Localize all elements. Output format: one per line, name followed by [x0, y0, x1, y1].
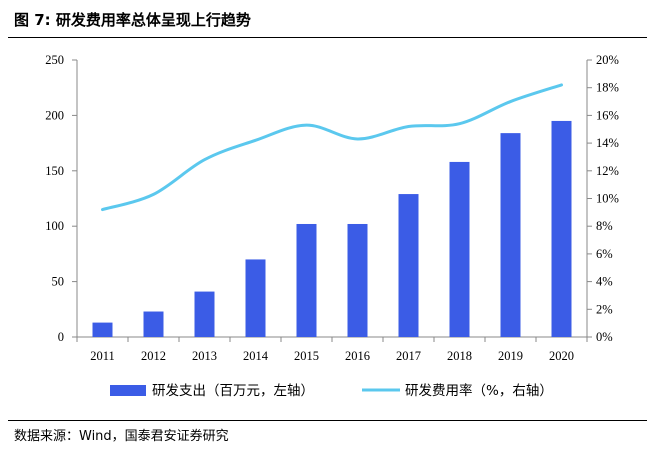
x-tick-label: 2011 — [90, 349, 115, 363]
bar-rd-expense — [245, 259, 266, 337]
right-tick-label: 6% — [596, 247, 613, 261]
left-tick-label: 250 — [45, 53, 64, 67]
axes-group: 0 50 100 150 200 250 0% 2% 4% 6% 8% 10% 12% 14% 16% 18%… — [45, 53, 619, 344]
left-tick-label: 50 — [52, 275, 65, 289]
x-tick-label: 2020 — [549, 349, 574, 363]
bottom-rule — [8, 420, 647, 421]
left-tick-label: 150 — [45, 164, 64, 178]
right-tick-label: 2% — [596, 302, 613, 316]
x-tick-label: 2013 — [192, 349, 217, 363]
bar-rd-expense — [143, 311, 164, 337]
x-tick-label: 2012 — [141, 349, 166, 363]
line-rd-ratio — [101, 83, 563, 212]
x-tick-label: 2017 — [396, 349, 421, 363]
right-tick-label: 20% — [596, 53, 619, 67]
x-ticks-group: 2011 2012 2013 2014 2015 2016 2017 2018 2019 2020 — [76, 337, 588, 363]
top-rule — [8, 37, 647, 38]
bars-group — [92, 120, 572, 337]
bar-rd-expense — [551, 120, 572, 337]
source-note: 数据来源：Wind，国泰君安证券研究 — [14, 429, 229, 444]
bar-rd-expense — [500, 133, 521, 337]
legend-bar-swatch — [110, 385, 146, 396]
right-tick-label: 8% — [596, 219, 613, 233]
x-tick-label: 2018 — [447, 349, 472, 363]
figure-title: 图 7: 研发费用率总体呈现上行趋势 — [14, 11, 251, 29]
legend-bar-label: 研发支出（百万元，左轴） — [152, 383, 314, 399]
left-tick-label: 0 — [58, 330, 64, 344]
left-tick-label: 100 — [45, 219, 64, 233]
bar-rd-expense — [92, 322, 113, 337]
right-tick-label: 14% — [596, 136, 619, 150]
legend-line-label: 研发费用率（%，右轴） — [405, 382, 553, 399]
combo-chart: 0 50 100 150 200 250 0% 2% 4% 6% 8% 10% 12% 14% 16% 18%… — [45, 53, 619, 399]
line-group — [101, 83, 563, 212]
bar-rd-expense — [296, 223, 317, 337]
bar-rd-expense — [347, 223, 368, 337]
right-tick-label: 0% — [596, 330, 613, 344]
bar-rd-expense — [398, 194, 419, 337]
bar-rd-expense — [449, 161, 470, 337]
x-tick-label: 2015 — [294, 349, 319, 363]
right-tick-label: 10% — [596, 192, 619, 206]
x-tick-label: 2019 — [498, 349, 523, 363]
right-tick-label: 18% — [596, 81, 619, 95]
right-tick-label: 12% — [596, 164, 619, 178]
x-tick-label: 2016 — [345, 349, 370, 363]
x-tick-label: 2014 — [243, 349, 269, 363]
bar-rd-expense — [194, 291, 215, 337]
right-tick-label: 16% — [596, 108, 619, 122]
legend: 研发支出（百万元，左轴） 研发费用率（%，右轴） — [110, 382, 553, 399]
left-tick-label: 200 — [45, 108, 64, 122]
right-tick-label: 4% — [596, 275, 613, 289]
